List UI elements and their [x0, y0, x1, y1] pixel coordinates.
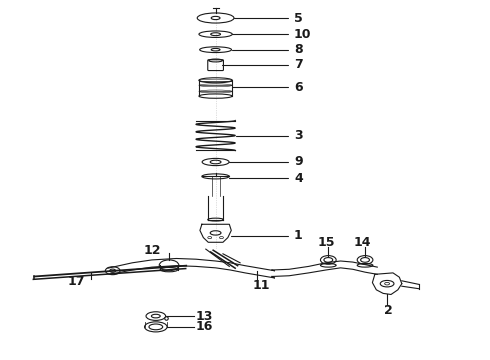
Text: 7: 7: [294, 58, 303, 71]
Text: 4: 4: [294, 172, 303, 185]
Text: 5: 5: [294, 12, 303, 24]
Text: 15: 15: [317, 236, 335, 249]
Text: 2: 2: [384, 304, 393, 317]
Text: 13: 13: [196, 310, 213, 323]
Text: 11: 11: [252, 279, 270, 292]
Text: 16: 16: [196, 320, 213, 333]
Text: 14: 14: [354, 236, 371, 249]
Text: 9: 9: [294, 156, 303, 168]
Text: 1: 1: [294, 229, 303, 242]
Text: 17: 17: [67, 275, 85, 288]
Text: 12: 12: [143, 244, 161, 257]
Text: 6: 6: [294, 81, 303, 94]
Text: 10: 10: [294, 28, 312, 41]
Text: 3: 3: [294, 129, 303, 142]
Text: 8: 8: [294, 43, 303, 56]
